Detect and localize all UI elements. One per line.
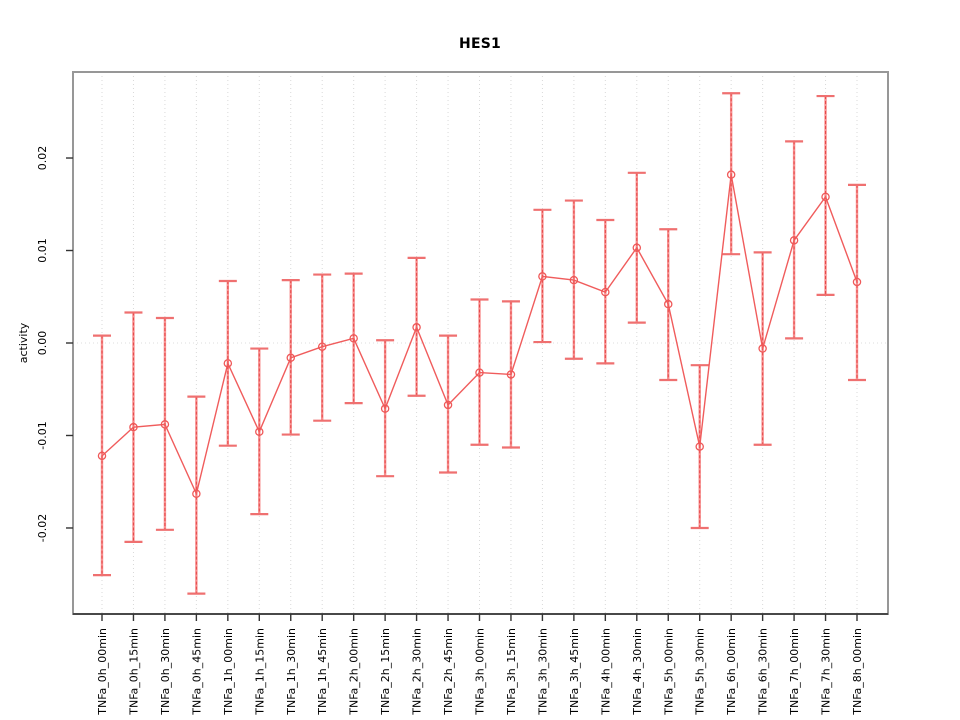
y-tick-label: -0.01 [36,421,49,449]
data-point [412,323,421,332]
x-tick-label: TNFa_7h_30min [820,628,833,716]
data-point [192,489,201,499]
x-tick-label: TNFa_5h_00min [662,628,675,716]
y-tick-label: -0.02 [36,514,49,542]
data-point [443,400,453,410]
data-point [569,275,579,285]
data-point [223,359,233,368]
data-point [286,353,295,363]
y-axis-title: activity [17,322,30,363]
x-tick-label: TNFa_8h_00min [851,628,864,716]
data-point [97,451,107,461]
x-tick-label: TNFa_2h_15min [379,628,392,716]
x-tick-label: TNFa_6h_00min [725,628,738,716]
x-tick-label: TNFa_3h_45min [568,628,581,716]
chart-title: HES1 [459,36,501,52]
data-point [317,342,327,351]
data-point [789,236,799,245]
x-tick-label: TNFa_4h_30min [631,628,644,716]
x-tick-label: TNFa_0h_00min [96,628,109,716]
x-tick-label: TNFa_1h_15min [253,628,266,716]
data-point [695,442,704,451]
y-tick-label: 0.01 [36,238,49,263]
x-tick-label: TNFa_2h_30min [411,628,424,716]
x-tick-label: TNFa_0h_45min [190,628,203,716]
data-point [475,368,484,377]
data-point [129,422,138,432]
data-point [601,287,610,297]
x-tick-label: TNFa_1h_30min [285,628,298,716]
x-tick-label: TNFa_2h_45min [442,628,455,716]
data-point [506,370,516,379]
data-point [821,192,830,202]
y-tick-label: 0.02 [36,146,49,171]
data-point [255,427,264,437]
x-tick-label: TNFa_1h_00min [222,628,235,716]
data-point [160,420,170,429]
x-tick-label: TNFa_2h_00min [348,628,361,716]
data-point [758,344,767,353]
data-point [852,277,862,287]
series-line [101,174,858,496]
x-tick-label: TNFa_0h_30min [159,628,172,716]
x-tick-label: TNFa_1h_45min [316,628,329,716]
y-tick-label: 0.00 [36,331,49,356]
data-point [349,334,358,343]
x-tick-label: TNFa_4h_00min [599,628,612,716]
data-point [380,404,390,413]
x-tick-label: TNFa_7h_00min [788,628,801,716]
x-tick-label: TNFa_0h_15min [127,628,140,716]
x-tick-label: TNFa_6h_30min [757,628,770,716]
x-tick-label: TNFa_3h_30min [536,628,549,716]
data-point [664,299,673,309]
data-point [726,170,736,179]
data-point [538,272,547,281]
x-tick-label: TNFa_5h_30min [694,628,707,716]
x-tick-label: TNFa_3h_15min [505,628,518,716]
data-point [632,243,642,252]
x-tick-label: TNFa_3h_00min [474,628,487,716]
